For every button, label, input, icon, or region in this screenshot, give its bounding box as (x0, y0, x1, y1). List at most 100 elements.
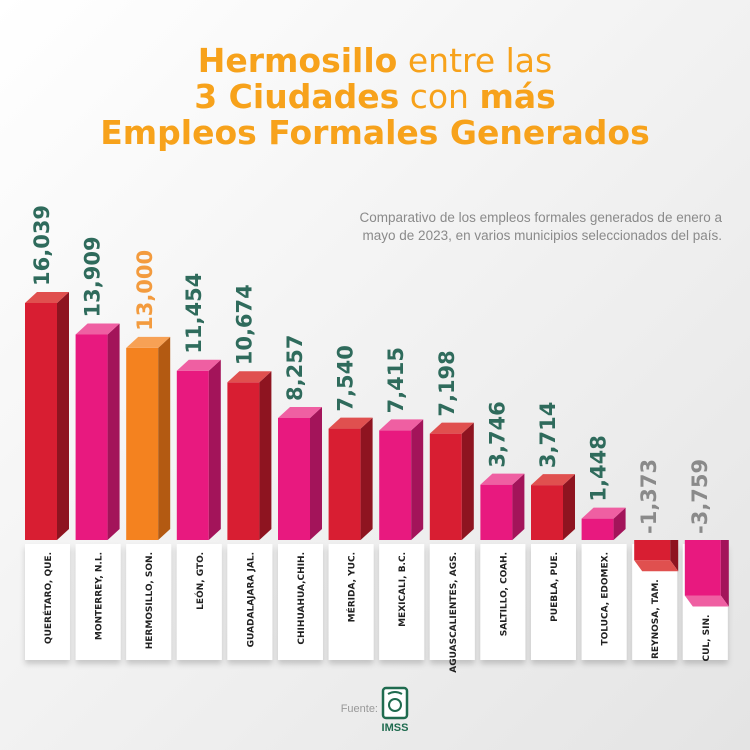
category-label: TOLUCA, EDOMEX. (601, 552, 611, 646)
category-card (328, 544, 374, 660)
value-label: 3,746 (485, 401, 509, 467)
bar-front (581, 518, 614, 540)
title-mas: más (479, 77, 555, 116)
bar-top (328, 417, 373, 429)
bar-side (411, 419, 424, 540)
bar (480, 473, 525, 540)
bar-front (379, 430, 412, 540)
bar-top (75, 323, 120, 335)
bar (581, 507, 626, 540)
value-label: 7,198 (435, 350, 459, 416)
bar-front (227, 382, 260, 540)
category-card (75, 544, 121, 660)
category-card (278, 544, 323, 660)
bar (684, 540, 729, 607)
category-label: REYNOSA, TAM. (651, 579, 661, 659)
value-label: 13,909 (81, 236, 105, 317)
bar-front (278, 417, 310, 540)
bar-side (512, 473, 525, 540)
value-label: -3,759 (688, 459, 712, 534)
bar-top (126, 336, 171, 348)
title-line-3: Empleos Formales Generados (100, 113, 650, 152)
category-label: CHIHUAHUA,CHIH. (297, 552, 307, 645)
bar (379, 419, 424, 540)
bar-top (581, 507, 626, 519)
bar (176, 359, 221, 540)
bar-top (25, 292, 69, 303)
category-label: GUADALAJARA JAL. (246, 552, 256, 647)
bar-side (107, 323, 120, 540)
bar-top (429, 422, 474, 434)
value-label: 3,714 (536, 402, 560, 468)
bar-side (670, 540, 679, 572)
bar-bottom (684, 595, 729, 607)
imss-logo: IMSS (382, 686, 409, 734)
category-label: QUERÉTARO, QUE. (42, 552, 54, 644)
title-line-2: 3 Ciudades con más (194, 77, 556, 116)
bar (429, 422, 474, 540)
bar-front (25, 303, 57, 540)
category-card (126, 544, 172, 660)
category-label: MEXICALI, B.C. (398, 552, 408, 627)
title-hermosillo: Hermosillo (198, 41, 398, 80)
bar-front (684, 540, 721, 596)
bar-front (480, 484, 513, 540)
category-label: HERMOSILLO, SON. (145, 552, 155, 649)
bar (328, 417, 373, 540)
bar-side (158, 336, 171, 540)
bar (634, 540, 679, 572)
bar-side (461, 422, 474, 540)
category-label: AGUASCALIENTES, AGS. (449, 552, 459, 673)
category-label: LEÓN, GTO. (194, 552, 206, 610)
title-line-1: Hermosillo entre las (198, 41, 552, 80)
category-card (581, 544, 627, 660)
value-label: 7,540 (334, 345, 358, 411)
category-label: MONTERREY, N.L. (95, 552, 105, 640)
value-label: 13,000 (133, 250, 157, 331)
bar-front (531, 485, 563, 540)
value-label: 16,039 (30, 205, 54, 286)
category-card (25, 544, 70, 660)
bar-side (57, 292, 69, 540)
category-label: MÉRIDA, YUC. (346, 552, 358, 622)
bar (126, 336, 171, 540)
bar-top (480, 473, 525, 485)
title-3-ciudades: 3 Ciudades (194, 77, 399, 116)
bar-side (310, 406, 322, 540)
category-card (379, 544, 425, 660)
category-card (429, 544, 475, 660)
source-label: Fuente: (341, 703, 378, 715)
bar (25, 292, 69, 540)
bar-front (634, 540, 671, 561)
subtitle-line-1: Comparativo de los empleos formales gene… (360, 210, 723, 225)
imss-logo-text: IMSS (382, 722, 409, 734)
bar-front (429, 433, 462, 540)
bars (25, 292, 729, 607)
bar (278, 406, 322, 540)
category-label: CUL, SIN. (702, 615, 712, 662)
title-con: con (399, 77, 479, 116)
value-label: 11,454 (182, 273, 206, 354)
bar-side (613, 507, 626, 540)
bar-side (259, 371, 272, 540)
bar-top (531, 474, 575, 486)
bar-bottom (634, 560, 679, 572)
bar-top (176, 359, 221, 371)
bar-top (227, 371, 272, 383)
bar (75, 323, 120, 540)
category-card (227, 544, 273, 660)
bar-front (176, 370, 209, 540)
bar-side (720, 540, 729, 607)
category-label: PUEBLA, PUE. (550, 552, 560, 622)
bar-front (126, 347, 159, 540)
subtitle-line-2: mayo de 2023, en varios municipios selec… (363, 228, 722, 243)
bar-side (360, 417, 373, 540)
category-card (531, 544, 576, 660)
bar-side (563, 474, 575, 540)
category-label: SALTILLO, COAH. (499, 552, 509, 636)
category-card (176, 544, 222, 660)
category-cards: QUERÉTARO, QUE. MONTERREY, N.L. HERMOSILLO… (25, 544, 728, 673)
bar-front (328, 428, 361, 540)
value-label: 7,415 (384, 347, 408, 413)
